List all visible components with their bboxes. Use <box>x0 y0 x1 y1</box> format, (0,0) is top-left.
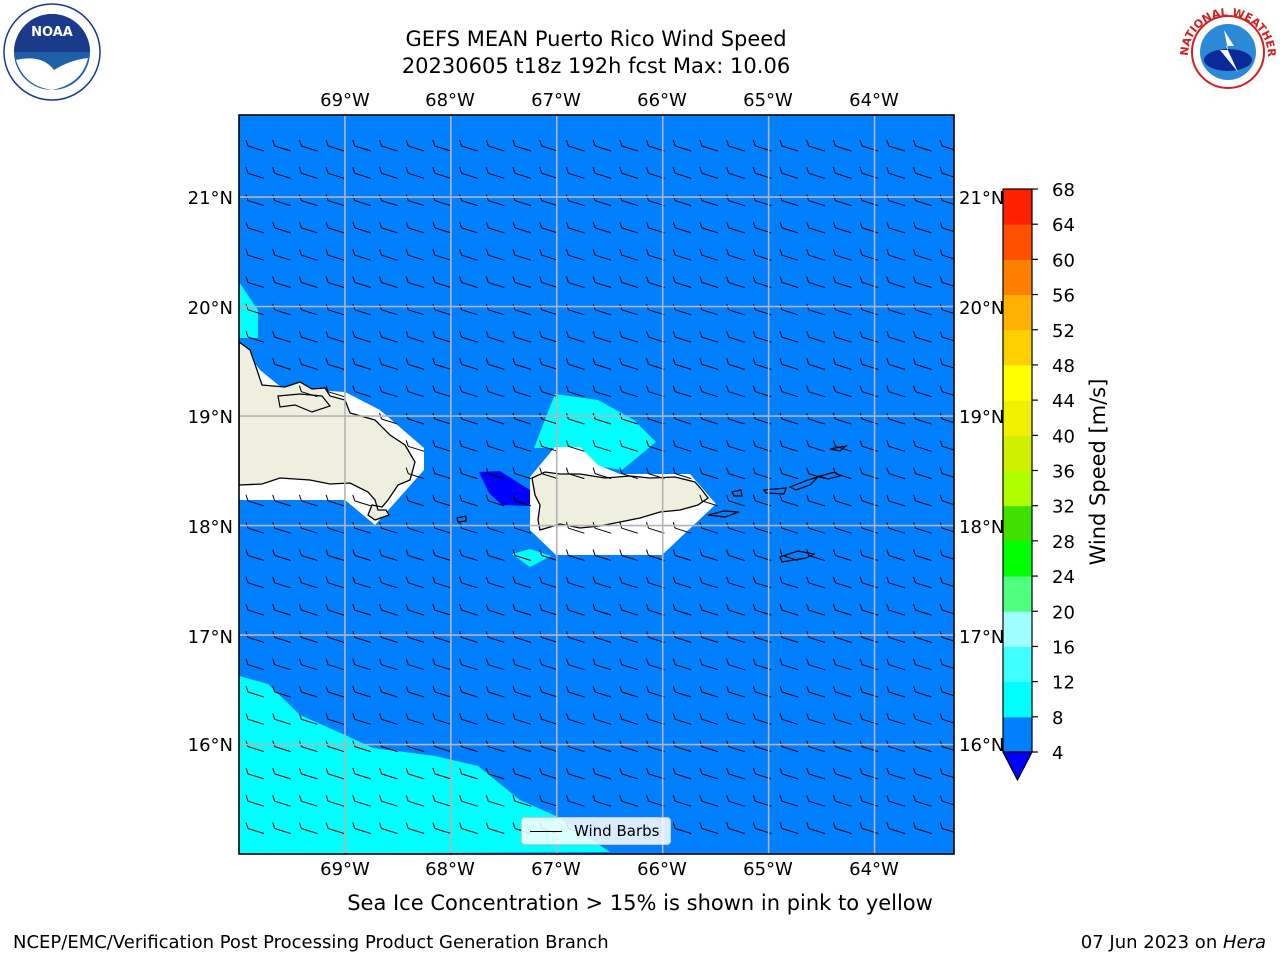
lon-label-bottom: 67°W <box>531 859 581 880</box>
lat-label-left: 20°N <box>188 298 233 319</box>
colorbar-swatch <box>1003 259 1032 296</box>
colorbar-tick-label: 52 <box>1052 321 1075 342</box>
colorbar-tick-label: 44 <box>1052 391 1075 412</box>
wind-8-12-region-south <box>239 676 610 854</box>
colorbar-tick-label: 16 <box>1052 637 1075 658</box>
colorbar-title: Wind Speed [m/s] <box>1086 379 1110 566</box>
colorbar-swatch <box>1003 294 1032 331</box>
lat-label-right: 21°N <box>959 188 1004 209</box>
colorbar-tick-label: 32 <box>1052 497 1075 518</box>
colorbar-swatch <box>1003 611 1032 647</box>
colorbar-tick-label: 8 <box>1052 708 1063 729</box>
lat-label-right: 17°N <box>959 627 1004 648</box>
graticule <box>239 115 954 854</box>
land-culebra <box>731 489 743 497</box>
colorbar-swatch <box>1003 470 1032 507</box>
colorbar-swatch <box>1003 681 1032 718</box>
colorbar-swatch <box>1003 435 1032 471</box>
lon-label-bottom: 64°W <box>849 859 899 880</box>
colorbar-tick-label: 4 <box>1052 743 1063 764</box>
colorbar-swatch <box>1003 400 1032 436</box>
legend-line-icon <box>530 831 562 832</box>
colorbar-tick-label: 24 <box>1052 567 1075 588</box>
wind-8-12-region-north-pr <box>534 394 656 470</box>
sea-ice-note: Sea Ice Concentration > 15% is shown in … <box>347 891 933 915</box>
land-hispaniola <box>239 341 416 521</box>
colorbar-tick-label: 36 <box>1052 462 1075 483</box>
lon-label-top: 68°W <box>425 90 475 111</box>
lat-label-right: 19°N <box>959 407 1004 428</box>
colorbar-swatch <box>1003 716 1032 753</box>
colorbar-swatch <box>1003 189 1032 225</box>
colorbar-tick-label: 56 <box>1052 286 1075 307</box>
lat-label-right: 20°N <box>959 298 1004 319</box>
colorbar-swatch <box>1003 646 1032 683</box>
footer-branch: NCEP/EMC/Verification Post Processing Pr… <box>13 932 609 953</box>
colorbar-tick-label: 40 <box>1052 426 1075 447</box>
colorbar-swatch <box>1003 576 1032 612</box>
noaa-logo-icon: NOAA <box>3 3 101 101</box>
land-vieques <box>707 510 740 518</box>
lon-label-top: 67°W <box>531 90 581 111</box>
colorbar-swatch <box>1003 364 1032 401</box>
colorbar-tick-label: 20 <box>1052 602 1075 623</box>
footer-date-text: 07 Jun 2023 on <box>1080 932 1223 953</box>
lon-label-bottom: 69°W <box>320 859 370 880</box>
land-mona-island <box>456 515 467 523</box>
lon-label-top: 64°W <box>849 90 899 111</box>
lon-label-top: 65°W <box>743 90 793 111</box>
colorbar-tick-label: 48 <box>1052 356 1075 377</box>
lat-label-right: 16°N <box>959 735 1004 756</box>
latitude-labels-right: 21°N 20°N 19°N 18°N 17°N 16°N <box>959 188 1004 756</box>
lon-label-top: 66°W <box>637 90 687 111</box>
footer-machine: Hera <box>1222 932 1266 953</box>
lon-label-bottom: 66°W <box>637 859 687 880</box>
lon-label-bottom: 65°W <box>743 859 793 880</box>
land-puerto-rico <box>531 471 709 531</box>
colorbar-under-triangle <box>1002 751 1033 782</box>
colorbar-tick-label: 60 <box>1052 250 1075 271</box>
lon-label-bottom: 68°W <box>425 859 475 880</box>
colorbar-tick-label: 12 <box>1052 673 1075 694</box>
lat-label-left: 18°N <box>188 517 233 538</box>
lat-label-left: 19°N <box>188 407 233 428</box>
lat-label-right: 18°N <box>959 517 1004 538</box>
colorbar-swatch <box>1003 505 1032 542</box>
map-frame <box>238 114 955 855</box>
colorbar-swatch <box>1003 540 1032 577</box>
colorbar-tick-label: 68 <box>1052 180 1075 201</box>
svg-text:NOAA: NOAA <box>31 25 73 40</box>
legend-label: Wind Barbs <box>574 822 660 840</box>
colorbar-tick-label: 64 <box>1052 215 1075 236</box>
wind-barbs-legend: Wind Barbs <box>521 817 671 845</box>
colorbar-swatch <box>1003 329 1032 366</box>
map-subtitle: 20230605 t18z 192h fcst Max: 10.06 <box>401 54 791 78</box>
land-tortuga <box>277 393 332 413</box>
lat-label-left: 17°N <box>188 627 233 648</box>
map-title: GEFS MEAN Puerto Rico Wind Speed <box>405 27 787 51</box>
land-virgin-islands <box>762 471 842 495</box>
lat-label-left: 21°N <box>188 188 233 209</box>
colorbar-swatch <box>1003 224 1032 260</box>
nws-logo-icon: NATIONAL WEATHER SERVICE <box>1176 0 1278 89</box>
footer-date: 07 Jun 2023 on Hera <box>1081 932 1266 953</box>
lon-label-top: 69°W <box>320 90 370 111</box>
longitude-labels-top: 69°W 68°W 67°W 66°W 65°W 64°W <box>320 90 899 111</box>
longitude-labels-bottom: 69°W 68°W 67°W 66°W 65°W 64°W <box>320 859 899 880</box>
colorbar-swatches <box>1003 189 1032 753</box>
colorbar-tick-label: 28 <box>1052 532 1075 553</box>
wind-under-4-region <box>479 471 530 506</box>
lat-label-left: 16°N <box>188 735 233 756</box>
latitude-labels-left: 21°N 20°N 19°N 18°N 17°N 16°N <box>188 188 233 756</box>
